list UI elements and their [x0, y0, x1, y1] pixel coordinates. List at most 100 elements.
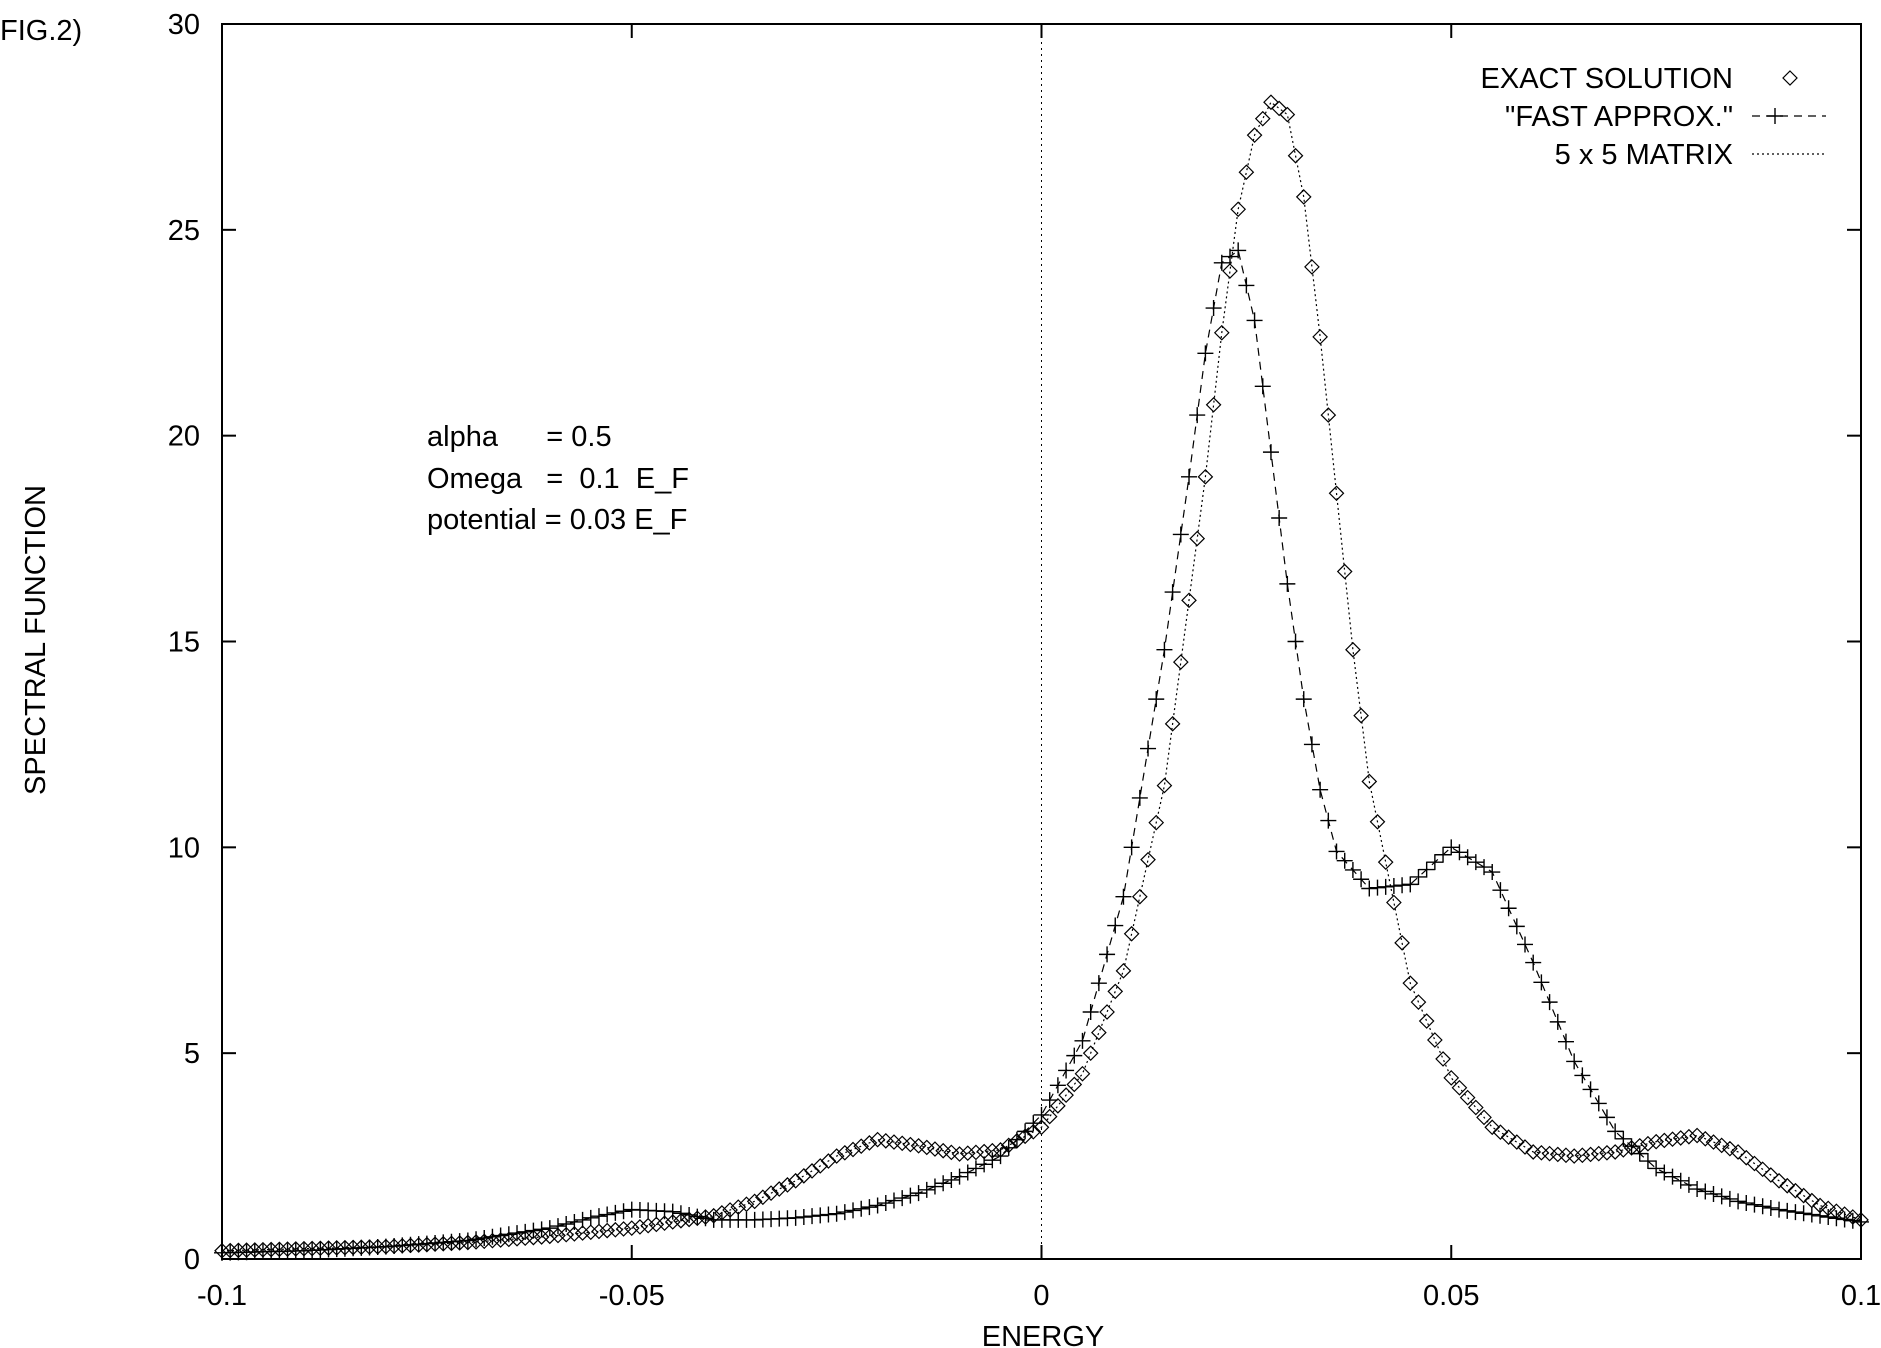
data-point-diamond [1205, 396, 1222, 413]
data-point-plus [1672, 1172, 1689, 1189]
data-point-plus [1828, 1210, 1845, 1227]
data-point-plus [1000, 1139, 1017, 1156]
data-point-plus [1107, 917, 1124, 934]
data-point-plus [1656, 1164, 1673, 1181]
data-point-diamond [1574, 1147, 1591, 1164]
data-point-diamond [1148, 814, 1165, 831]
data-point-diamond [1713, 1137, 1730, 1154]
data-point-plus [1484, 864, 1501, 881]
data-point-plus [476, 1230, 493, 1247]
data-point-plus [1123, 839, 1140, 856]
data-point-diamond [1435, 1051, 1451, 1067]
data-point-diamond [574, 1225, 591, 1241]
data-point-plus [615, 1203, 632, 1220]
data-point-plus [1689, 1181, 1706, 1198]
data-point-plus [558, 1216, 575, 1233]
data-point-diamond [1230, 201, 1247, 218]
data-point-plus [1221, 248, 1238, 265]
data-point-plus [1058, 1062, 1075, 1079]
data-point-plus [1435, 846, 1452, 863]
data-point-diamond [1500, 1129, 1517, 1145]
data-point-diamond [1803, 1192, 1820, 1209]
data-point-diamond [517, 1230, 534, 1247]
x-tick-label: 0 [1033, 1280, 1049, 1312]
data-point-plus [672, 1205, 689, 1222]
data-point-plus [1041, 1092, 1058, 1109]
data-point-diamond [853, 1138, 870, 1155]
data-point-plus [877, 1195, 894, 1212]
data-point-diamond [1213, 324, 1230, 341]
data-point-diamond [795, 1167, 812, 1184]
data-point-plus [1607, 1123, 1624, 1140]
data-point-diamond [1656, 1132, 1673, 1149]
data-point-plus [1738, 1195, 1755, 1212]
data-point-diamond [1664, 1131, 1681, 1148]
data-point-diamond [959, 1145, 976, 1162]
data-point-plus [689, 1208, 706, 1225]
data-point-diamond [1009, 1133, 1025, 1149]
data-point-diamond [1484, 1119, 1501, 1136]
data-point-plus [574, 1211, 591, 1228]
data-point-diamond [525, 1229, 542, 1246]
data-point-plus [1418, 861, 1435, 878]
data-point-diamond [1222, 263, 1238, 279]
data-point-diamond [1131, 888, 1148, 905]
data-point-diamond [836, 1144, 853, 1161]
data-point-plus [1566, 1053, 1583, 1070]
x-tick-label: -0.05 [599, 1280, 665, 1312]
data-point-diamond [1746, 1155, 1763, 1172]
y-axis: 0 5 10 15 20 25 30 [168, 9, 1861, 1276]
data-point-plus [1730, 1193, 1747, 1210]
data-point-plus [1467, 854, 1484, 871]
data-point-plus [1377, 878, 1394, 895]
data-point-diamond [1672, 1130, 1689, 1146]
data-point-plus [1803, 1206, 1820, 1223]
data-point-diamond [1058, 1087, 1074, 1104]
data-point-plus [951, 1168, 968, 1185]
data-point-plus [1189, 407, 1206, 424]
data-point-diamond [1295, 189, 1312, 205]
data-point-diamond [1566, 1148, 1583, 1164]
data-point-plus [1164, 584, 1181, 601]
data-point-plus [1271, 510, 1288, 526]
data-point-diamond [1353, 707, 1369, 724]
series-1 [214, 94, 1869, 1259]
data-point-diamond [1467, 1099, 1484, 1116]
data-point-diamond [779, 1177, 796, 1193]
data-point-diamond [582, 1224, 599, 1241]
data-point-diamond [738, 1196, 755, 1213]
data-point-diamond [1099, 1004, 1115, 1020]
data-point-diamond [533, 1229, 550, 1245]
data-point-plus [1205, 300, 1222, 317]
plot-area [221, 23, 1862, 1260]
data-point-plus [1172, 526, 1189, 543]
data-point-diamond [1263, 94, 1279, 111]
data-point-plus [1557, 1033, 1574, 1050]
x-tick-label: 0.1 [1841, 1280, 1881, 1312]
data-point-diamond [951, 1146, 968, 1162]
plot-frame [221, 23, 1862, 1260]
series-line [221, 101, 1862, 1252]
data-point-plus [828, 1205, 845, 1222]
data-point-plus [1598, 1109, 1615, 1126]
data-point-plus [1131, 789, 1148, 806]
data-point-plus [1262, 444, 1279, 461]
data-point-diamond [1418, 1013, 1435, 1029]
data-point-plus [1213, 254, 1230, 271]
data-point-plus [918, 1181, 935, 1198]
data-point-diamond [1705, 1134, 1722, 1150]
data-point-diamond [1181, 592, 1197, 609]
data-point-plus [1008, 1131, 1025, 1148]
data-point-diamond [746, 1193, 763, 1210]
data-point-plus [869, 1197, 886, 1214]
data-point-diamond [648, 1216, 665, 1233]
annotation-alpha: alpha = 0.5 [427, 421, 612, 453]
data-point-plus [1369, 879, 1386, 896]
x-axis-label: ENERGY [982, 1321, 1104, 1348]
data-point-plus [1517, 936, 1534, 953]
legend-label: EXACT SOLUTION [1481, 63, 1733, 95]
data-point-diamond [1336, 563, 1353, 580]
data-point-diamond [968, 1144, 984, 1161]
data-point-plus [902, 1187, 919, 1204]
data-point-plus [1680, 1176, 1697, 1193]
